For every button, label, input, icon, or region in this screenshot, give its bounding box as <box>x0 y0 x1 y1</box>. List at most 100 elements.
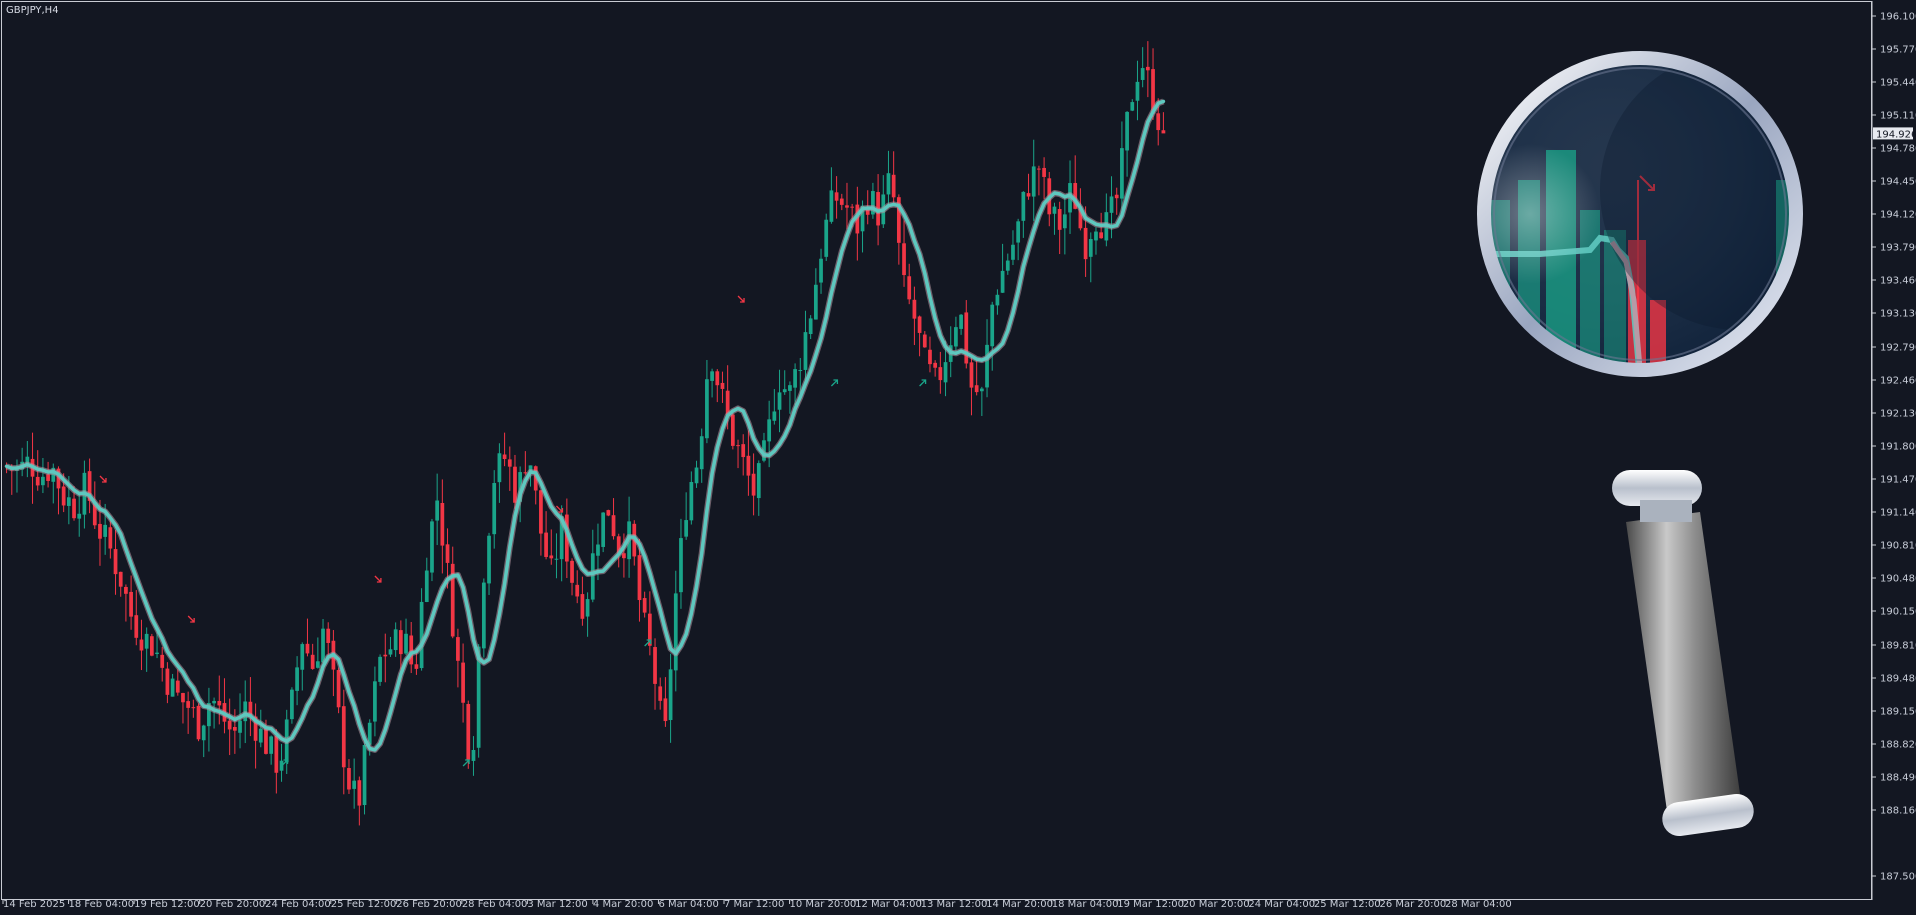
candle-body <box>554 558 559 560</box>
bullish-candle <box>1005 253 1010 275</box>
bullish-candle <box>679 518 683 609</box>
price-tick-label: 189.810 <box>1880 641 1916 652</box>
candle-body <box>207 702 211 727</box>
bullish-candle <box>990 301 995 371</box>
candle-body <box>201 725 206 741</box>
candle-body <box>466 704 471 760</box>
candle-body <box>964 312 969 364</box>
candle-body <box>544 532 548 557</box>
candle-body <box>481 582 486 649</box>
candle-body <box>539 490 543 534</box>
bullish-candle <box>25 440 30 478</box>
sell-arrow-icon <box>187 615 195 623</box>
bullish-candle <box>492 470 497 549</box>
candle-body <box>788 385 792 391</box>
candle-body <box>217 700 222 706</box>
bearish-candle <box>347 759 351 794</box>
candle-body <box>450 563 455 637</box>
bullish-candle <box>1062 198 1067 255</box>
candle-body <box>850 206 855 208</box>
bearish-candle <box>409 621 414 674</box>
bullish-candle <box>886 150 891 207</box>
buy-arrow-icon <box>462 759 470 767</box>
candle-body <box>129 591 133 617</box>
bearish-candle <box>456 628 460 688</box>
candle-body <box>1088 239 1093 257</box>
bullish-candle <box>705 359 709 444</box>
candle-body <box>357 780 362 806</box>
bearish-candle <box>902 220 906 287</box>
bullish-candle <box>710 368 714 398</box>
bullish-candle <box>238 693 242 749</box>
candle-body <box>61 486 66 506</box>
candle-body <box>253 716 258 741</box>
candle-body <box>113 549 118 575</box>
candle-body <box>808 318 813 335</box>
bullish-candle <box>803 310 808 380</box>
candle-body <box>1151 69 1155 114</box>
candle-body <box>1026 193 1031 197</box>
price-tick-label: 187.500 <box>1880 872 1916 883</box>
bearish-candle <box>839 193 844 211</box>
bearish-candle <box>502 432 507 467</box>
candle-body <box>476 646 481 748</box>
bearish-candle <box>637 538 642 622</box>
candle-body <box>25 456 30 464</box>
candle-body <box>305 643 310 654</box>
bearish-candle <box>87 458 92 514</box>
candle-body <box>1078 206 1083 229</box>
candle-body <box>689 482 694 521</box>
candle-body <box>507 459 512 467</box>
bullish-candle <box>788 381 792 414</box>
candle-body <box>772 411 777 421</box>
bullish-candle <box>471 736 476 776</box>
bullish-candle <box>813 268 818 320</box>
bearish-candle <box>834 176 839 219</box>
price-axis: 196.100 195.770 195.440 195.110 194.780 194.4… <box>1872 12 1916 883</box>
price-tick-label: 195.770 <box>1880 45 1916 56</box>
bullish-candle <box>793 363 797 406</box>
candle-body <box>66 497 71 506</box>
bullish-candle <box>430 518 434 582</box>
bearish-candle <box>917 315 922 357</box>
candle-body <box>1042 167 1046 177</box>
signal-arrows-layer <box>99 295 927 767</box>
bearish-candle <box>1037 165 1041 196</box>
bullish-candle <box>777 369 782 433</box>
buy-arrow-icon <box>644 639 652 647</box>
price-tick-label: 194.780 <box>1880 144 1916 155</box>
candle-body <box>969 362 974 388</box>
candle-body <box>461 662 465 703</box>
bearish-candle <box>165 662 170 704</box>
candle-body <box>647 613 652 646</box>
bearish-candle <box>549 529 554 565</box>
magnifier-lens <box>1477 51 1803 377</box>
bearish-candle <box>1145 41 1150 98</box>
bearish-candle <box>181 692 185 724</box>
bullish-candle <box>419 588 424 671</box>
candle-body <box>839 198 844 205</box>
bullish-candle <box>15 459 19 493</box>
sell-arrow-icon <box>556 505 564 513</box>
price-tick-label: 192.460 <box>1880 376 1916 387</box>
bullish-candle <box>954 316 958 354</box>
price-tick-label: 190.150 <box>1880 607 1916 618</box>
bearish-candle <box>523 451 528 475</box>
candle-body <box>979 388 984 392</box>
bearish-candle <box>383 633 388 683</box>
candle-body <box>938 367 943 381</box>
candle-body <box>777 392 782 410</box>
candle-body <box>834 192 839 201</box>
candle-body <box>1073 183 1078 209</box>
bullish-candle <box>497 443 502 503</box>
bullish-candle <box>1130 99 1135 112</box>
candle-body <box>72 498 76 519</box>
bearish-candle <box>186 691 191 734</box>
candle-body <box>813 284 818 320</box>
bullish-candle <box>1031 139 1036 222</box>
moving-average-shadow <box>5 98 1165 753</box>
candle-body <box>974 385 979 393</box>
bullish-candle <box>201 724 206 758</box>
candle-body <box>824 219 829 257</box>
